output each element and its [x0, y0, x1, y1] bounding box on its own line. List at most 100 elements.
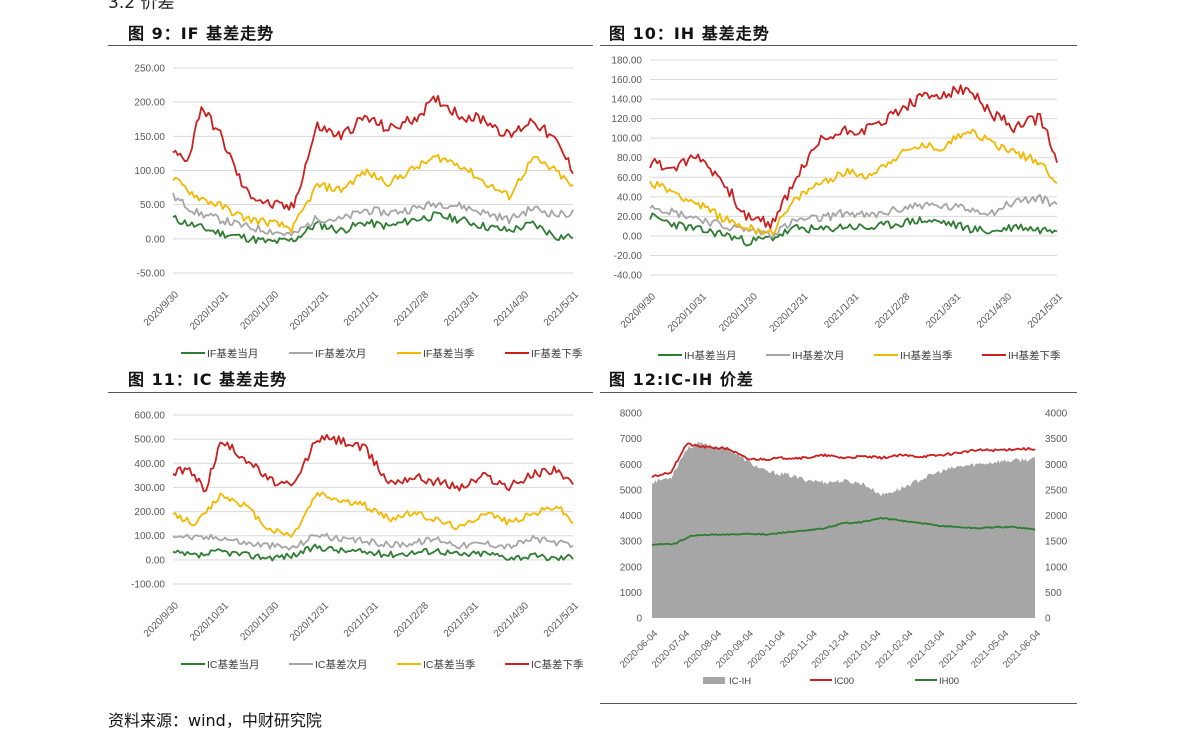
y-tick-label-left: 1000 — [620, 588, 643, 599]
y-tick-label-right: 0 — [1045, 614, 1051, 625]
series-line-2 — [172, 192, 574, 237]
chart-title-ic: 图 11：IC 基差走势 — [128, 370, 288, 389]
y-tick-label-right: 4000 — [1045, 409, 1068, 420]
legend-label: IC00 — [834, 676, 854, 687]
y-tick-label: 100.00 — [611, 134, 642, 145]
series-line-4 — [172, 95, 574, 211]
legend-label: IH基差当月 — [684, 349, 737, 360]
legend-label: IC-IH — [729, 676, 751, 687]
series-line-3 — [172, 491, 574, 538]
y-tick-label: 140.00 — [611, 95, 642, 106]
y-tick-label-left: 3000 — [620, 537, 643, 548]
y-tick-label: -20.00 — [614, 251, 643, 262]
x-tick-label: 2020/11/30 — [238, 289, 281, 332]
y-tick-label: 180.00 — [611, 56, 642, 67]
rule-mid-left — [108, 392, 593, 393]
y-tick-label-right: 3500 — [1045, 434, 1068, 445]
x-tick-label: 2021/2/28 — [873, 291, 913, 331]
legend-label: IH基差次月 — [792, 349, 845, 360]
series-line-4 — [172, 433, 574, 493]
y-tick-label: 200.00 — [134, 98, 165, 109]
series-area-ic-ih — [652, 441, 1035, 618]
y-tick-label: 50.00 — [140, 200, 165, 211]
y-tick-label-right: 1500 — [1045, 537, 1068, 548]
series-line-2 — [172, 532, 574, 551]
series-line-1 — [172, 543, 574, 562]
y-tick-label: 400.00 — [134, 459, 165, 470]
ih-basis-chart: 180.00 160.00 140.00 120.00 100.00 80.00 60.00… — [611, 56, 1066, 361]
x-tick-label: 2020/10/31 — [666, 291, 709, 334]
rule-top-left — [108, 45, 593, 46]
series-line-3 — [172, 153, 574, 233]
rule-mid-right — [600, 392, 1077, 393]
icih-spread-chart: 8000700060005000400030002000100004000350… — [618, 409, 1068, 688]
legend-label: IF基差下季 — [531, 347, 583, 360]
y-tick-label: -100.00 — [131, 580, 165, 591]
y-tick-label: 40.00 — [617, 192, 642, 203]
legend-label: IF基差次月 — [315, 347, 366, 360]
x-tick-label: 2021/2/28 — [392, 600, 432, 640]
x-tick-label: 2020/10/31 — [188, 600, 231, 643]
x-tick-label: 2021/4/30 — [492, 289, 532, 329]
legend-label: IC基差次月 — [315, 658, 368, 671]
y-tick-label-left: 4000 — [620, 511, 643, 522]
legend-label: IF基差当月 — [207, 347, 258, 360]
x-tick-label: 2020/9/30 — [142, 289, 182, 329]
y-tick-label-left: 8000 — [620, 409, 643, 420]
series-line-ih00 — [652, 517, 1036, 546]
legend-label: IC基差下季 — [531, 658, 584, 671]
y-tick-label: 60.00 — [617, 173, 642, 184]
y-tick-label-right: 2000 — [1045, 511, 1068, 522]
y-tick-label-right: 2500 — [1045, 485, 1068, 496]
chart-title-if: 图 9：IF 基差走势 — [128, 24, 275, 43]
if-basis-chart: 250.00 200.00 150.00 100.00 50.00 0.00 -50.00 2… — [134, 64, 583, 361]
y-tick-label: 600.00 — [134, 411, 165, 422]
legend-label: IH基差下季 — [1008, 349, 1061, 360]
x-tick-label: 2020/9/30 — [619, 291, 659, 331]
y-tick-label: 0.00 — [623, 231, 643, 242]
x-tick-label: 2021/1/31 — [342, 600, 382, 640]
y-tick-label: 20.00 — [617, 212, 642, 223]
x-tick-label: 2021/5/31 — [1026, 291, 1066, 331]
x-tick-label: 2020/11/30 — [717, 291, 760, 334]
y-tick-label-right: 1000 — [1045, 562, 1068, 573]
x-tick-label: 2021/1/31 — [342, 289, 382, 329]
y-tick-label: 100.00 — [134, 166, 165, 177]
y-tick-label: -50.00 — [137, 269, 166, 280]
x-tick-label: 2021/1/31 — [822, 291, 862, 331]
y-tick-label: -40.00 — [614, 271, 643, 282]
y-tick-label-right: 500 — [1045, 588, 1062, 599]
x-tick-label: 2021/3/31 — [442, 289, 482, 329]
x-tick-label: 2021/4/30 — [975, 291, 1015, 331]
legend-label: IF基差当季 — [423, 347, 475, 360]
y-tick-label-left: 2000 — [620, 562, 643, 573]
y-tick-label-left: 6000 — [620, 460, 643, 471]
x-tick-label: 2020/12/31 — [288, 289, 331, 332]
y-tick-label-left: 5000 — [620, 485, 643, 496]
legend-label: IC基差当季 — [423, 658, 476, 671]
chart-title-icih: 图 12:IC-IH 价差 — [609, 370, 754, 389]
rule-top-right — [600, 45, 1077, 46]
ic-basis-chart: 600.00 500.00 400.00 300.00 200.00 100.00 0.00… — [131, 411, 584, 672]
series-line-1 — [172, 211, 574, 245]
series-line-2 — [649, 193, 1058, 239]
series-line-4 — [649, 84, 1058, 230]
series-line-1 — [649, 212, 1058, 247]
y-tick-label-left: 7000 — [620, 434, 643, 445]
legend-label: IH00 — [939, 676, 959, 687]
legend-swatch — [703, 677, 725, 684]
y-tick-label: 300.00 — [134, 483, 165, 494]
y-tick-label: 200.00 — [134, 507, 165, 518]
series-line-ic00 — [651, 442, 1036, 478]
source-note: 资料来源：wind，中财研究院 — [108, 711, 322, 730]
x-tick-label: 2021/3/31 — [442, 600, 482, 640]
x-tick-label: 2020/12/31 — [768, 291, 811, 334]
x-tick-label: 2021/5/31 — [542, 289, 582, 329]
y-tick-label: 100.00 — [134, 531, 165, 542]
y-tick-label-left: 0 — [636, 614, 642, 625]
x-tick-label: 2021/4/30 — [492, 600, 532, 640]
x-tick-label: 2020/12/31 — [288, 600, 331, 643]
series-line-3 — [649, 128, 1058, 236]
x-tick-label: 2021/3/31 — [924, 291, 964, 331]
y-tick-label-right: 3000 — [1045, 460, 1068, 471]
